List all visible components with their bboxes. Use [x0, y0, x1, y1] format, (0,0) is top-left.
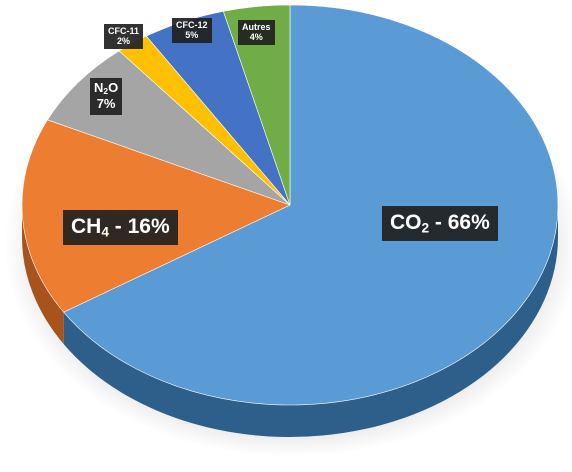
label-cfc11: CFC-11 2% [104, 24, 144, 49]
pie-tops [21, 4, 559, 406]
label-co2: CO2 - 66% [382, 206, 498, 242]
pie-sides [22, 205, 558, 437]
slice-co2 [63, 4, 559, 406]
label-n2o: N2O 7% [90, 78, 123, 115]
slice-side-ch4 [22, 205, 64, 345]
slice-autres [222, 4, 291, 206]
label-autres: Autres 4% [238, 20, 275, 45]
label-cfc12: CFC-12 5% [172, 18, 212, 43]
label-ch4: CH4 - 16% [63, 210, 178, 246]
slice-side-co2 [63, 205, 558, 437]
